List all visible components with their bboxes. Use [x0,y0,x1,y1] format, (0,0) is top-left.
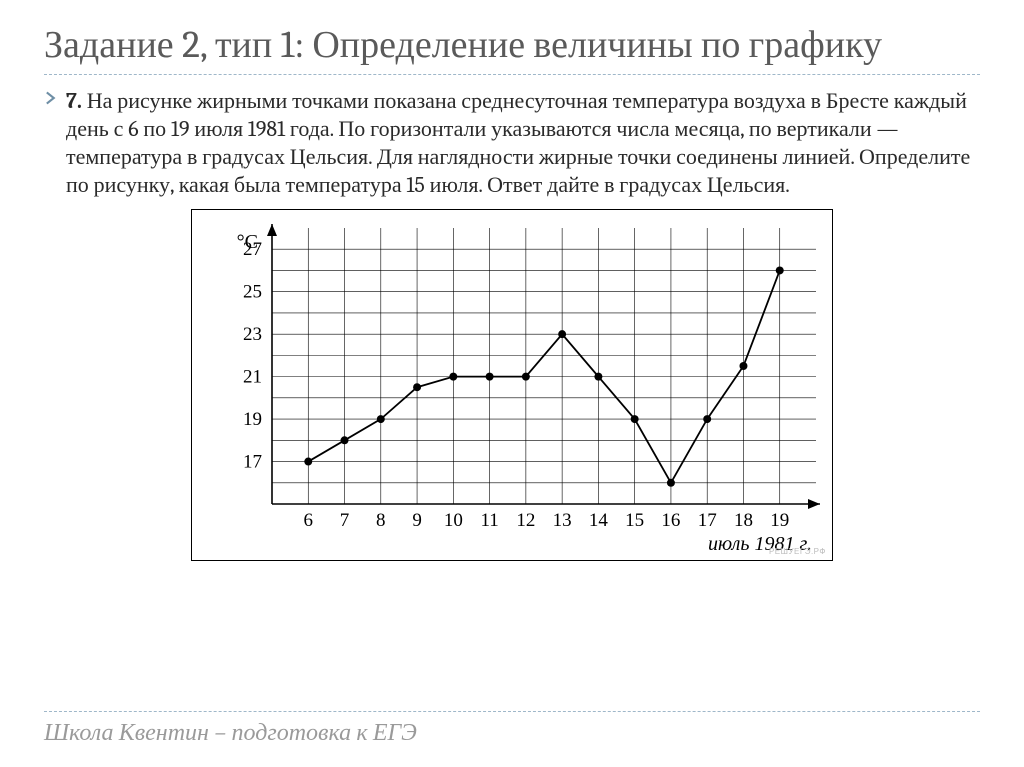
problem-text: На рисунке жирными точками показана сред… [66,88,970,198]
svg-text:13: 13 [553,510,572,531]
svg-text:17: 17 [698,510,717,531]
chart-svg: 171921232527678910111213141516171819°Cию… [192,210,832,560]
svg-text:23: 23 [243,324,262,345]
svg-text:21: 21 [243,367,262,388]
footer-divider [44,711,980,712]
svg-text:°C: °C [237,231,258,253]
svg-text:18: 18 [734,510,753,531]
problem-number: 7. [66,88,82,114]
svg-text:16: 16 [661,510,680,531]
bullet-arrow-icon [44,91,58,105]
chart-watermark: РЕШУЕГЭ.РФ [769,547,826,556]
svg-text:15: 15 [625,510,644,531]
page-title: Задание 2, тип 1: Определение величины п… [44,24,980,68]
svg-text:14: 14 [589,510,609,531]
svg-text:19: 19 [243,409,262,430]
chart-container: 171921232527678910111213141516171819°Cию… [44,209,980,561]
title-divider [44,74,980,75]
problem-paragraph: 7. На рисунке жирными точками показана с… [44,87,980,200]
svg-text:7: 7 [340,510,350,531]
svg-text:12: 12 [516,510,535,531]
footer-text: Школа Квентин – подготовка к ЕГЭ [44,718,980,747]
svg-text:9: 9 [412,510,422,531]
svg-text:11: 11 [480,510,498,531]
temperature-chart: 171921232527678910111213141516171819°Cию… [191,209,833,561]
svg-text:17: 17 [243,452,262,473]
svg-text:8: 8 [376,510,386,531]
svg-text:10: 10 [444,510,463,531]
svg-text:19: 19 [770,510,789,531]
svg-text:25: 25 [243,282,262,303]
svg-text:6: 6 [304,510,314,531]
